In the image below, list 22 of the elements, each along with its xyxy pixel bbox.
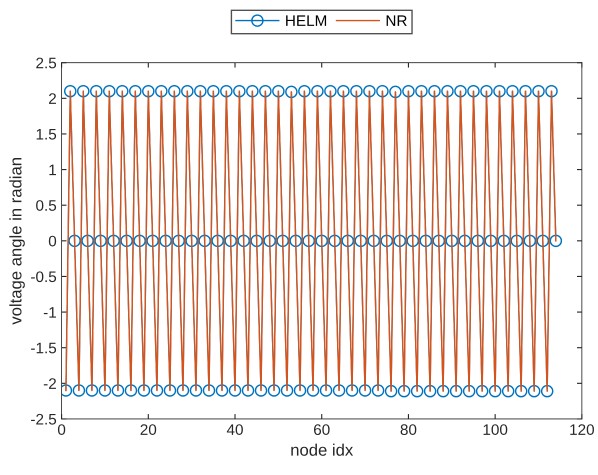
legend-label: HELM [286,15,326,26]
x-tick-label: 120 [570,424,594,436]
y-tick-label: 1.5 [36,128,56,140]
y-tick-label: -1 [44,307,56,318]
y-tick-label: 1 [49,164,56,176]
x-tick-label: 80 [400,424,416,436]
y-tick-label: -0.5 [31,271,56,282]
y-tick-label: 0 [48,236,56,247]
y-tick-label: -2.5 [31,414,56,425]
y-tick-label: -2 [44,378,56,389]
x-axis-title: node idx [291,444,354,456]
y-tick-label: -1.5 [31,342,56,354]
y-tick-label: 2 [49,93,56,104]
x-tick-label: 40 [226,424,243,436]
legend-label: NR [386,15,407,26]
x-tick-label: 100 [484,424,508,436]
y-tick-label: 2.5 [36,58,56,68]
x-tick-label: 20 [140,424,156,436]
x-tick-label: 0 [58,424,66,436]
y-axis-title: voltage angle in radian [9,158,25,325]
y-tick-label: 0.5 [36,200,56,211]
x-tick-label: 60 [314,424,330,436]
